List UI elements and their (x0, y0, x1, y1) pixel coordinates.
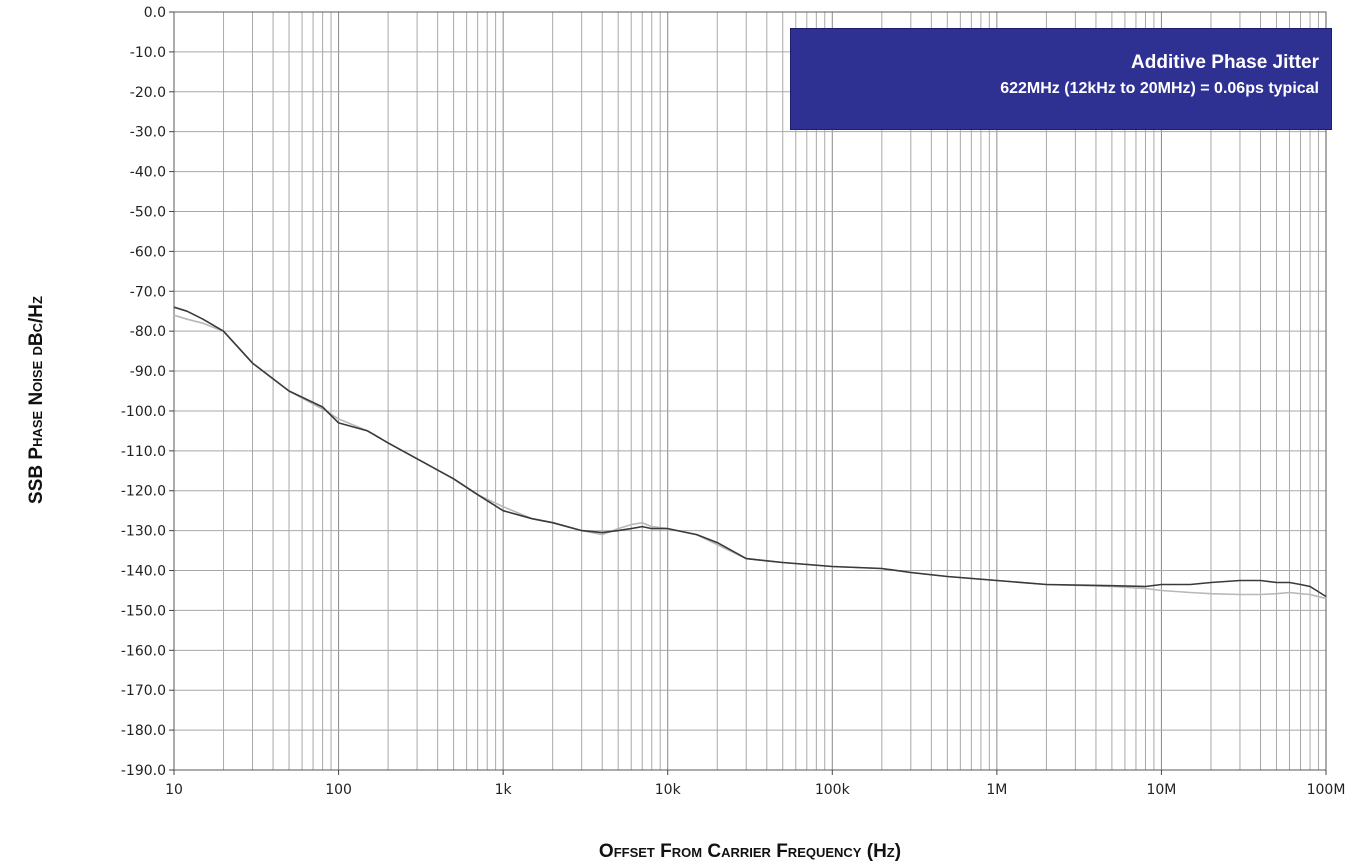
x-tick-label: 100 (325, 782, 352, 798)
annotation-box: Additive Phase Jitter 622MHz (12kHz to 2… (790, 28, 1332, 130)
series-line-2 (173, 314, 1327, 600)
y-tick-label: 0.0 (144, 5, 166, 21)
y-tick-label: -150.0 (121, 603, 166, 619)
y-tick-label: -170.0 (121, 683, 166, 699)
y-tick-label: -60.0 (130, 244, 166, 260)
y-tick-label: -140.0 (121, 564, 166, 580)
x-axis-title: Offset From Carrier Frequency (Hz) (599, 841, 901, 862)
x-tick-label: 10k (655, 782, 682, 798)
y-tick-label: -160.0 (121, 643, 166, 659)
x-tick-label: 1M (986, 782, 1007, 798)
y-tick-label: -120.0 (121, 484, 166, 500)
y-tick-label: -70.0 (130, 284, 166, 300)
y-tick-label: -190.0 (121, 763, 166, 779)
x-tick-label: 100M (1307, 782, 1346, 798)
y-tick-label: -50.0 (130, 204, 166, 220)
annotation-title: Additive Phase Jitter (1131, 52, 1319, 73)
y-tick-label: -30.0 (130, 125, 166, 141)
x-tick-label: 10M (1146, 782, 1176, 798)
y-tick-label: -180.0 (121, 723, 166, 739)
chart-grid (173, 11, 1326, 771)
x-tick-label: 10 (165, 782, 183, 798)
y-tick-label: -100.0 (121, 404, 166, 420)
y-tick-label: -110.0 (121, 444, 166, 460)
series-group (173, 306, 1327, 600)
x-tick-label: 100k (815, 782, 851, 798)
y-tick-label: -130.0 (121, 524, 166, 540)
x-axis: 10 100 1k 10k 100k 1M 10M 100M (165, 770, 1345, 798)
y-tick-label: -90.0 (130, 364, 166, 380)
y-axis-title: SSB Phase Noise dBc/Hz (26, 296, 47, 504)
annotation-text: 622MHz (12kHz to 20MHz) = 0.06ps typical (1000, 80, 1319, 97)
series-line-1 (173, 306, 1327, 598)
y-tick-label: -80.0 (130, 324, 166, 340)
x-tick-label: 1k (495, 782, 513, 798)
y-tick-label: -20.0 (130, 85, 166, 101)
y-tick-label: -10.0 (130, 45, 166, 61)
plot-border (173, 11, 1327, 771)
y-tick-label: -40.0 (130, 165, 166, 181)
y-axis: 0.0 -10.0 -20.0 -30.0 -40.0 -50.0 -60.0 -70.0 -8… (121, 5, 174, 779)
